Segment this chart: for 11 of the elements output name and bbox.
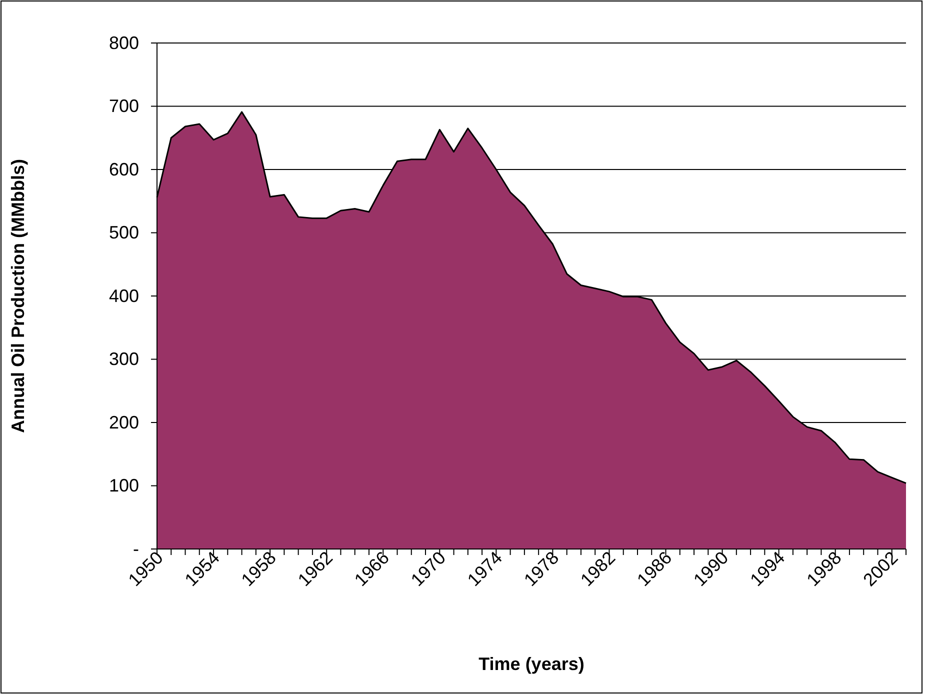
y-tick-label: 200 [108,412,139,432]
y-tick-label: 500 [108,222,139,243]
y-tick-label: 400 [108,286,139,306]
y-tick-label: 700 [108,96,139,116]
x-axis-title: Time (years) [478,654,584,674]
y-tick-label: - [133,538,139,559]
y-tick-label: 600 [108,159,139,180]
y-axis-title: Annual Oil Production (MMbbls) [8,159,28,433]
y-tick-label: 300 [108,349,139,370]
y-tick-label: 100 [108,476,139,496]
y-tick-label: 800 [108,32,139,53]
